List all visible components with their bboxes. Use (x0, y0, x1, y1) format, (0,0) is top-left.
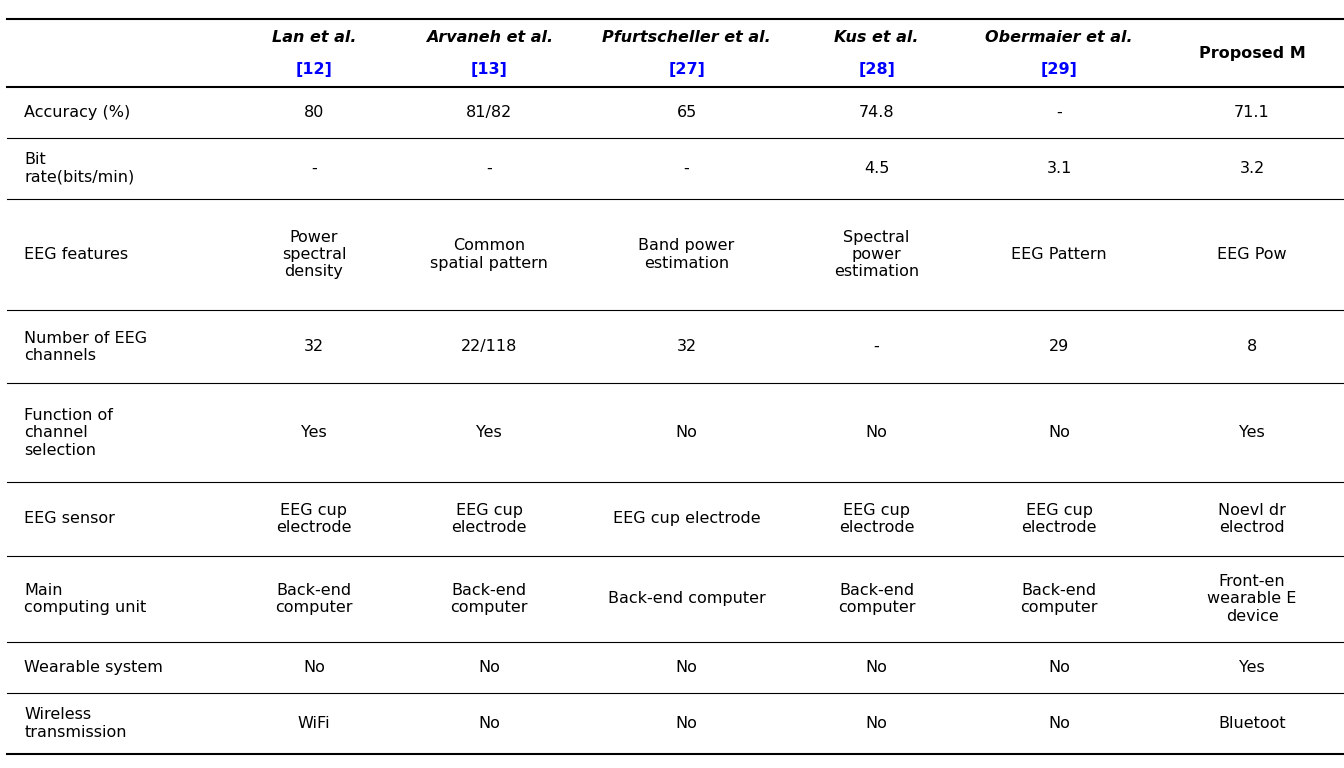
Text: [29]: [29] (1040, 62, 1078, 78)
Text: No: No (676, 660, 698, 675)
Text: 22/118: 22/118 (461, 339, 517, 354)
Text: 3.1: 3.1 (1047, 161, 1071, 176)
Text: Function of
channel
selection: Function of channel selection (24, 408, 113, 458)
Text: No: No (866, 425, 887, 440)
Text: No: No (866, 716, 887, 731)
Text: Band power
estimation: Band power estimation (638, 238, 735, 271)
Text: Common
spatial pattern: Common spatial pattern (430, 238, 548, 271)
Text: 29: 29 (1050, 339, 1070, 354)
Text: Front-en
wearable E
device: Front-en wearable E device (1207, 574, 1297, 624)
Text: [12]: [12] (296, 62, 332, 78)
Text: -: - (487, 161, 492, 176)
Text: -: - (874, 339, 879, 354)
Text: Number of EEG
channels: Number of EEG channels (24, 330, 148, 363)
Text: WiFi: WiFi (297, 716, 331, 731)
Text: Main
computing unit: Main computing unit (24, 583, 146, 615)
Text: Back-end
computer: Back-end computer (837, 583, 915, 615)
Text: EEG Pattern: EEG Pattern (1011, 247, 1107, 262)
Text: Lan et al.: Lan et al. (271, 30, 356, 45)
Text: 71.1: 71.1 (1234, 104, 1270, 120)
Text: Arvaneh et al.: Arvaneh et al. (426, 30, 552, 45)
Text: EEG cup electrode: EEG cup electrode (613, 511, 761, 527)
Text: [27]: [27] (668, 62, 706, 78)
Text: No: No (1048, 425, 1070, 440)
Text: EEG features: EEG features (24, 247, 129, 262)
Text: No: No (478, 716, 500, 731)
Text: Back-end
computer: Back-end computer (276, 583, 352, 615)
Text: Yes: Yes (301, 425, 327, 440)
Text: Spectral
power
estimation: Spectral power estimation (835, 230, 919, 280)
Text: 3.2: 3.2 (1239, 161, 1265, 176)
Text: 32: 32 (304, 339, 324, 354)
Text: No: No (1048, 716, 1070, 731)
Text: Back-end
computer: Back-end computer (450, 583, 528, 615)
Text: -: - (684, 161, 689, 176)
Text: Power
spectral
density: Power spectral density (282, 230, 347, 280)
Text: 74.8: 74.8 (859, 104, 894, 120)
Text: 81/82: 81/82 (466, 104, 512, 120)
Text: Back-end computer: Back-end computer (607, 591, 766, 606)
Text: Accuracy (%): Accuracy (%) (24, 104, 130, 120)
Text: No: No (1048, 660, 1070, 675)
Text: Pfurtscheller et al.: Pfurtscheller et al. (602, 30, 771, 45)
Text: 4.5: 4.5 (864, 161, 890, 176)
Text: Yes: Yes (1239, 425, 1265, 440)
Text: No: No (866, 660, 887, 675)
Text: Wireless
transmission: Wireless transmission (24, 707, 126, 740)
Text: No: No (478, 660, 500, 675)
Text: Wearable system: Wearable system (24, 660, 163, 675)
Text: Kus et al.: Kus et al. (835, 30, 919, 45)
Text: 8: 8 (1247, 339, 1257, 354)
Text: 32: 32 (676, 339, 696, 354)
Text: Noevl dr
electrod: Noevl dr electrod (1218, 503, 1286, 535)
Text: No: No (676, 716, 698, 731)
Text: Bit
rate(bits/min): Bit rate(bits/min) (24, 152, 134, 184)
Text: Bluetoot: Bluetoot (1218, 716, 1286, 731)
Text: Back-end
computer: Back-end computer (1020, 583, 1098, 615)
Text: EEG cup
electrode: EEG cup electrode (452, 503, 527, 535)
Text: No: No (676, 425, 698, 440)
Text: EEG cup
electrode: EEG cup electrode (839, 503, 914, 535)
Text: -: - (1056, 104, 1062, 120)
Text: 65: 65 (676, 104, 696, 120)
Text: Obermaier et al.: Obermaier et al. (985, 30, 1133, 45)
Text: EEG Pow: EEG Pow (1218, 247, 1288, 262)
Text: [13]: [13] (470, 62, 508, 78)
Text: Yes: Yes (476, 425, 503, 440)
Text: No: No (302, 660, 325, 675)
Text: Proposed M: Proposed M (1199, 45, 1305, 61)
Text: Yes: Yes (1239, 660, 1265, 675)
Text: EEG cup
electrode: EEG cup electrode (1021, 503, 1097, 535)
Text: 80: 80 (304, 104, 324, 120)
Text: EEG cup
electrode: EEG cup electrode (277, 503, 352, 535)
Text: -: - (310, 161, 317, 176)
Text: [28]: [28] (857, 62, 895, 78)
Text: EEG sensor: EEG sensor (24, 511, 116, 527)
